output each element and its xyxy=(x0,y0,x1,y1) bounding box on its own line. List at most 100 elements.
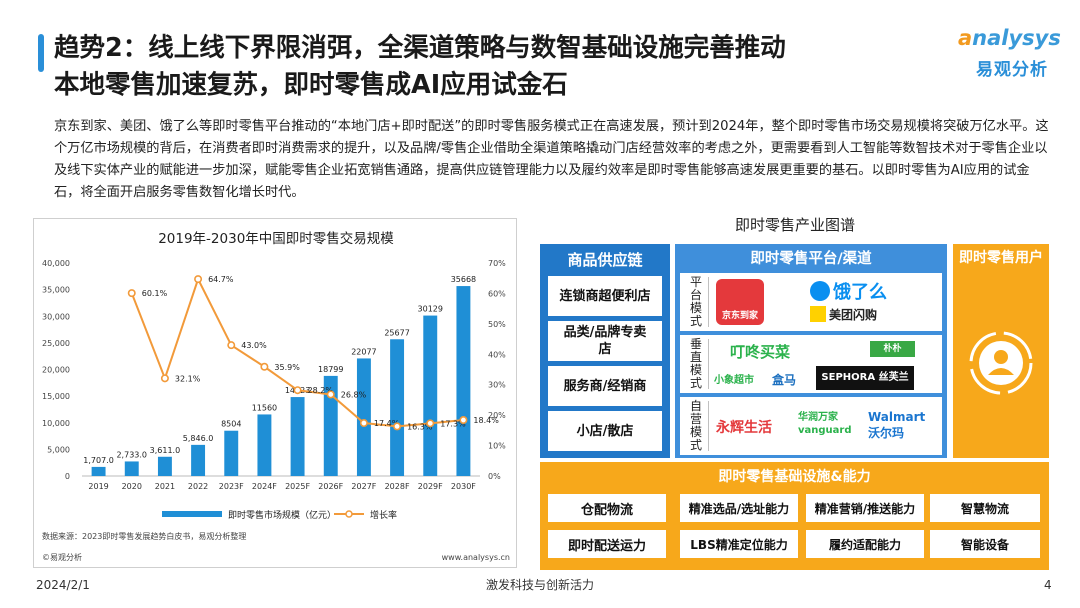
bar-value-label: 35668 xyxy=(451,275,476,284)
row-label: 平台模式 xyxy=(689,275,702,328)
right-axis-tick: 50% xyxy=(488,320,506,329)
left-axis-tick: 10,000 xyxy=(42,419,70,428)
growth-label: 26.8% xyxy=(341,390,367,399)
chart-title: 2019年-2030年中国即时零售交易规模 xyxy=(158,230,394,247)
growth-point xyxy=(293,386,302,395)
bar xyxy=(456,286,471,476)
title-line-2: 本地零售加速复苏，即时零售成AI应用试金石 xyxy=(54,70,568,100)
supply-item: 连锁商超便利店 xyxy=(548,276,662,316)
market-size-chart: 2019年-2030年中国即时零售交易规模 0 5,000 10,000 15,000 2… xyxy=(33,218,517,568)
row-label: 垂直模式 xyxy=(689,337,702,390)
growth-point xyxy=(326,390,335,399)
supply-chain-panel: 商品供应链 连锁商超便利店 品类/品牌专卖店 服务商/经销商 小店/散店 xyxy=(540,244,670,458)
category-tick: 2027F xyxy=(351,482,376,491)
users-panel: 即时零售用户 xyxy=(953,244,1049,458)
intro-paragraph: 京东到家、美团、饿了么等即时零售平台推动的“本地门店+即时配送”的即时零售服务模… xyxy=(54,119,1049,200)
bar-value-label: 2,733.0 xyxy=(116,450,147,459)
capability-item: 智慧物流 xyxy=(930,494,1040,522)
eleme-icon xyxy=(810,281,830,301)
platform-heading: 即时零售平台/渠道 xyxy=(750,251,872,267)
bar xyxy=(124,461,139,476)
chart-footer-left: ©易观分析 xyxy=(42,552,82,562)
right-axis-tick: 0% xyxy=(488,472,501,481)
category-tick: 2028F xyxy=(385,482,410,491)
category-tick: 2022 xyxy=(188,482,208,491)
pupu-logo: 朴朴 xyxy=(870,341,915,357)
category-tick: 2019 xyxy=(88,482,108,491)
bar-value-label: 1,707.0 xyxy=(83,456,114,465)
growth-label: 64.7% xyxy=(208,275,234,284)
right-axis-tick: 70% xyxy=(488,259,506,268)
bar-value-label: 11560 xyxy=(252,403,277,412)
growth-point xyxy=(194,275,203,284)
growth-point xyxy=(359,419,368,428)
chart-footer-right: www.analysys.cn xyxy=(442,553,510,562)
footer-slogan: 激发科技与创新活力 xyxy=(485,578,594,592)
left-axis-tick: 15,000 xyxy=(42,392,70,401)
left-axis-tick: 25,000 xyxy=(42,339,70,348)
growth-label: 32.1% xyxy=(175,374,201,383)
infrastructure-heading: 即时零售基础设施&能力 xyxy=(718,469,871,485)
bar-value-label: 25677 xyxy=(384,328,409,337)
category-tick: 2021 xyxy=(155,482,175,491)
capability-item: 精准选品/选址能力 xyxy=(680,494,798,522)
meituan-icon xyxy=(810,306,826,322)
capability-item: 仓配物流 xyxy=(548,494,666,522)
meituan-shangou-logo: 美团闪购 xyxy=(810,306,877,323)
growth-label: 35.9% xyxy=(274,363,300,372)
page-title: 趋势2：线上线下界限消弭，全渠道策略与数智基础设施完善推动 本地零售加速复苏，即… xyxy=(54,30,954,104)
bar-value-label: 5,846.0 xyxy=(183,434,214,443)
users-heading: 即时零售用户 xyxy=(959,250,1043,266)
right-axis-tick: 20% xyxy=(488,411,506,420)
category-tick: 2029F xyxy=(418,482,443,491)
capability-item: 智能设备 xyxy=(930,530,1040,558)
category-tick: 2024F xyxy=(252,482,277,491)
left-axis-tick: 0 xyxy=(65,472,70,481)
row-label: 自营模式 xyxy=(689,399,702,452)
chart-source: 数据来源：2023即时零售发展趋势白皮书，易观分析整理 xyxy=(42,531,246,541)
platform-row-platform: 平台模式 京东到家 饿了么 美团闪购 xyxy=(680,273,942,331)
growth-point xyxy=(160,374,169,383)
supply-item: 品类/品牌专卖店 xyxy=(548,321,662,361)
hema-logo: 盒马 xyxy=(772,373,797,387)
capability-item: 即时配送运力 xyxy=(548,530,666,558)
growth-label: 17.3% xyxy=(440,419,466,428)
dingdong-logo: 叮咚买菜 xyxy=(730,343,791,361)
title-line-1: 趋势2：线上线下界限消弭，全渠道策略与数智基础设施完善推动 xyxy=(54,33,786,63)
left-axis-tick: 5,000 xyxy=(47,445,70,454)
eleme-logo: 饿了么 xyxy=(810,278,887,304)
growth-point xyxy=(127,289,136,298)
platform-row-vertical: 垂直模式 叮咚买菜 朴朴 小象超市 盒马 SEPHORA 丝芙兰 xyxy=(680,335,942,393)
bar xyxy=(257,414,272,476)
supply-item: 小店/散店 xyxy=(548,411,662,451)
category-tick: 2020 xyxy=(122,482,142,491)
xiaoxiang-logo: 小象超市 xyxy=(714,375,754,386)
growth-label: 43.0% xyxy=(241,341,267,350)
legend-bar-label: 即时零售市场规模（亿元） xyxy=(228,509,336,521)
category-tick: 2026F xyxy=(318,482,343,491)
row-separator xyxy=(708,401,709,451)
platform-panel: 即时零售平台/渠道 平台模式 京东到家 饿了么 美团闪购 垂直模式 叮咚买菜 朴… xyxy=(675,244,947,458)
category-tick: 2025F xyxy=(285,482,310,491)
footer-date: 2024/2/1 xyxy=(36,578,90,592)
bar xyxy=(290,397,305,476)
sephora-logo: SEPHORA 丝芙兰 xyxy=(816,366,914,390)
bar xyxy=(423,315,438,476)
left-axis-tick: 35,000 xyxy=(42,286,70,295)
platform-row-selfrun: 自营模式 永辉生活 华润万家 vanguard Walmart 沃尔玛 xyxy=(680,397,942,455)
right-axis-tick: 30% xyxy=(488,381,506,390)
row-separator xyxy=(708,277,709,327)
growth-label: 18.4% xyxy=(473,416,499,425)
bar xyxy=(356,358,371,476)
category-tick: 2030F xyxy=(451,482,476,491)
growth-point xyxy=(260,362,269,371)
left-axis-tick: 20,000 xyxy=(42,366,70,375)
growth-label: 28.2% xyxy=(308,386,334,395)
growth-label: 17.4% xyxy=(374,419,400,428)
bar-value-label: 18799 xyxy=(318,365,343,374)
left-axis-tick: 30,000 xyxy=(42,312,70,321)
bar-value-label: 3,611.0 xyxy=(150,446,181,455)
bar xyxy=(157,456,172,476)
chart-canvas: 2019年-2030年中国即时零售交易规模 0 5,000 10,000 15,000 2… xyxy=(42,230,510,562)
right-axis-tick: 10% xyxy=(488,442,506,451)
